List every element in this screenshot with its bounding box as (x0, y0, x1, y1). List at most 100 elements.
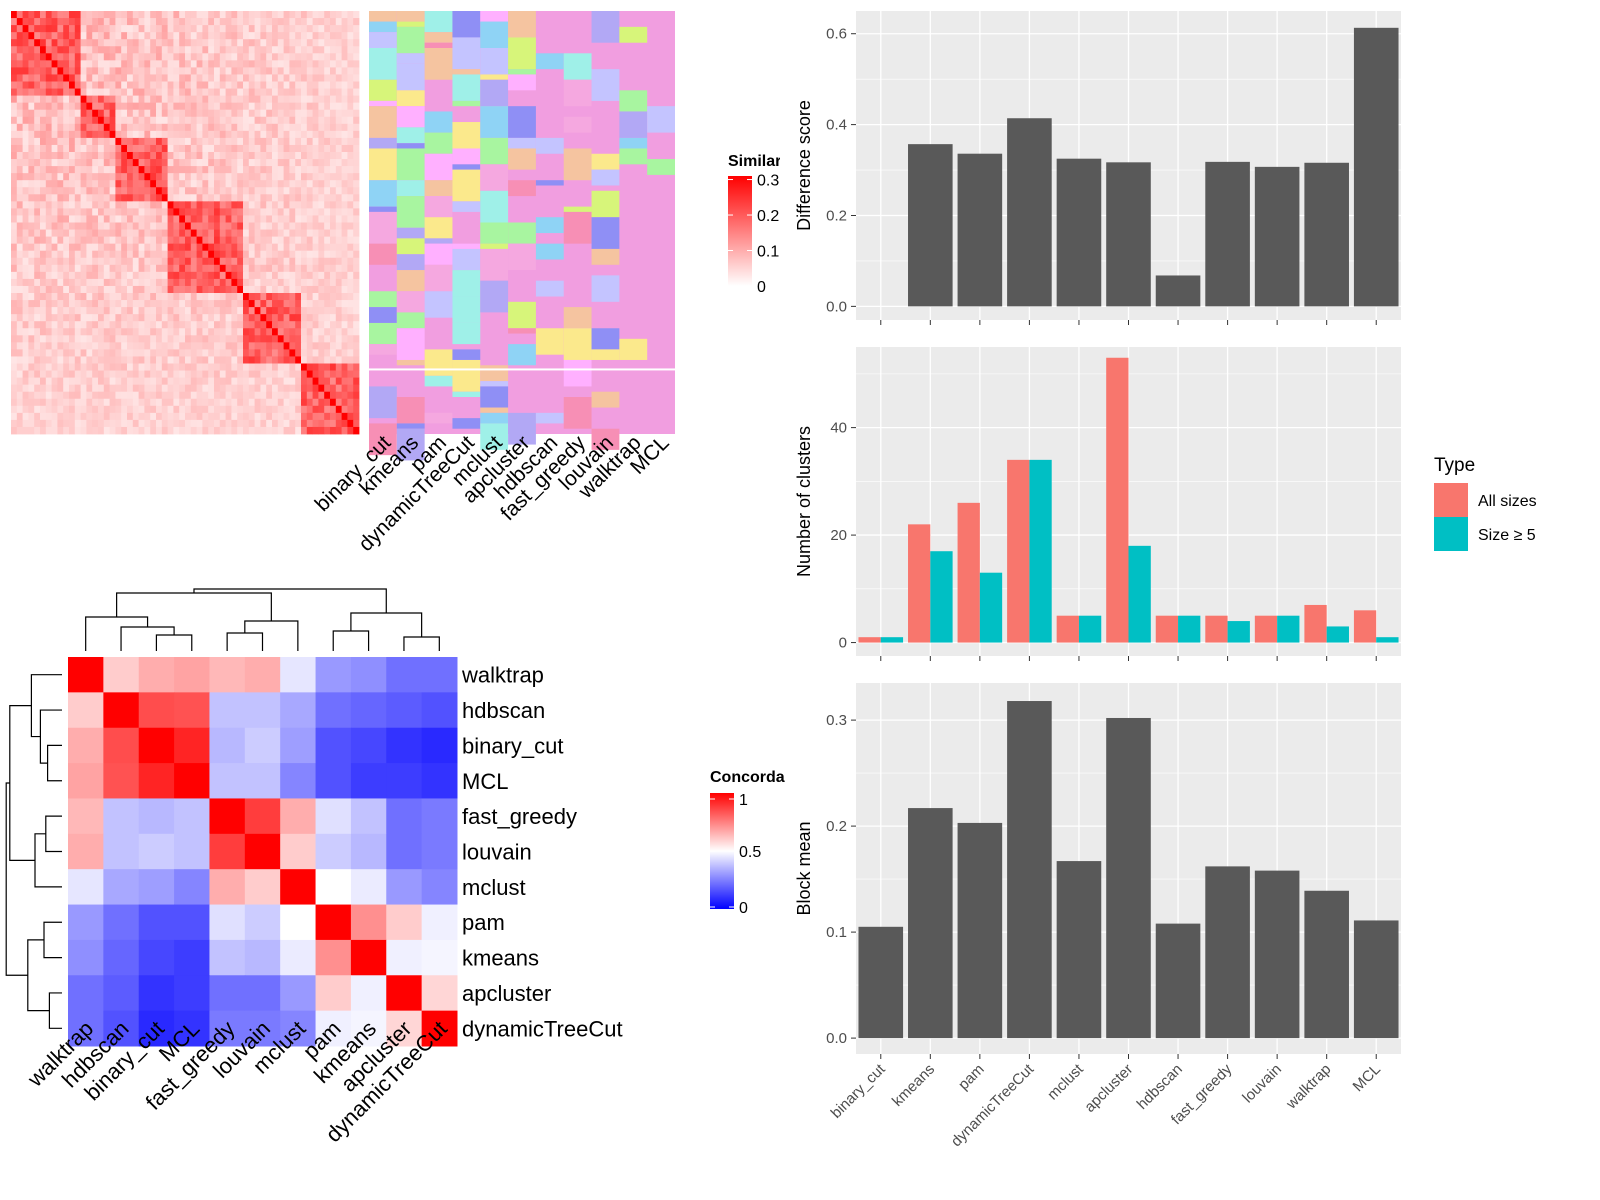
similarity-cell (283, 95, 290, 104)
similarity-cell (341, 67, 348, 75)
similarity-cell (16, 102, 23, 111)
similarity-cell (28, 18, 35, 26)
similarity-cell (306, 236, 313, 245)
similarity-cell (202, 398, 209, 407)
similarity-cell (138, 370, 145, 378)
similarity-cell (86, 32, 93, 40)
similarity-cell (237, 60, 244, 68)
similarity-cell (16, 46, 23, 54)
similarity-cell (272, 130, 279, 139)
similarity-cell (266, 349, 273, 357)
similarity-cell (98, 419, 105, 428)
similarity-cell (51, 370, 58, 378)
similarity-cell (185, 102, 192, 111)
similarity-cell (109, 25, 116, 33)
similarity-cell (353, 67, 360, 75)
similarity-cell (283, 25, 290, 33)
similarity-cell (144, 95, 151, 104)
similarity-cell (196, 356, 203, 364)
similarity-cell (57, 116, 64, 125)
similarity-cell (277, 243, 284, 252)
similarity-cell (219, 25, 226, 33)
similarity-cell (11, 109, 18, 118)
similarity-cell (51, 271, 58, 280)
similarity-cell (185, 137, 192, 146)
similarity-cell (103, 180, 110, 188)
similarity-cell (57, 166, 64, 174)
similarity-cell (324, 18, 331, 26)
membership-cell (535, 280, 564, 297)
similarity-cell (318, 130, 325, 139)
similarity-cell (138, 102, 145, 111)
similarity-cell (225, 137, 232, 146)
similarity-cell (28, 321, 35, 329)
similarity-cell (11, 201, 18, 209)
similarity-cell (167, 74, 174, 82)
similarity-cell (45, 236, 52, 245)
similarity-cell (57, 307, 64, 315)
similarity-cell (266, 321, 273, 329)
similarity-cell (121, 300, 128, 308)
similarity-cell (57, 243, 64, 252)
similarity-cell (318, 398, 325, 407)
similarity-cell (121, 349, 128, 357)
similarity-cell (86, 102, 93, 111)
similarity-cell (295, 53, 302, 61)
similarity-cell (138, 314, 145, 322)
similarity-cell (202, 222, 209, 230)
similarity-cell (237, 264, 244, 273)
similarity-cell (306, 419, 313, 428)
similarity-cell (45, 328, 52, 336)
similarity-cell (185, 271, 192, 280)
similarity-cell (121, 328, 128, 336)
similarity-cell (40, 74, 47, 82)
similarity-cell (127, 377, 134, 386)
similarity-cell (272, 222, 279, 230)
similarity-cell (312, 321, 319, 329)
similarity-cell (335, 278, 342, 287)
membership-cell (369, 137, 397, 149)
concordance-cell (421, 975, 458, 1012)
similarity-cell (51, 426, 58, 435)
similarity-cell (74, 363, 81, 371)
similarity-cell (243, 173, 250, 181)
similarity-cell (121, 39, 128, 47)
similarity-cell (156, 426, 163, 435)
concordance-cell (244, 798, 281, 835)
similarity-cell (63, 243, 70, 252)
similarity-cell (86, 370, 93, 378)
similarity-cell (237, 88, 244, 96)
similarity-cell (266, 257, 273, 266)
similarity-cell (63, 271, 70, 280)
similarity-cell (208, 144, 215, 153)
similarity-cell (347, 18, 354, 26)
similarity-cell (161, 300, 168, 308)
similarity-cell (156, 222, 163, 230)
similarity-cell (109, 67, 116, 75)
similarity-cell (266, 278, 273, 287)
similarity-cell (74, 384, 81, 393)
similarity-cell (132, 25, 139, 33)
membership-cell (535, 328, 564, 355)
similarity-cell (74, 419, 81, 428)
similarity-cell (45, 356, 52, 364)
concordance-row-label: pam (462, 910, 505, 935)
similarity-cell (335, 109, 342, 118)
similarity-cell (266, 95, 273, 104)
similarity-cell (341, 271, 348, 280)
membership-cell (619, 90, 648, 112)
similarity-cell (243, 25, 250, 33)
similarity-cell (335, 335, 342, 343)
similarity-cell (150, 419, 157, 428)
membership-cell (480, 137, 509, 165)
similarity-cell (248, 229, 255, 237)
similarity-cell (74, 285, 81, 294)
membership-cell (424, 291, 453, 318)
similarity-cell (74, 412, 81, 421)
similarity-cell (45, 314, 52, 322)
similarity-cell (295, 264, 302, 273)
similarity-cell (121, 81, 128, 89)
similarity-cell (254, 257, 261, 266)
similarity-cell (214, 144, 221, 153)
similarity-cell (127, 257, 134, 266)
